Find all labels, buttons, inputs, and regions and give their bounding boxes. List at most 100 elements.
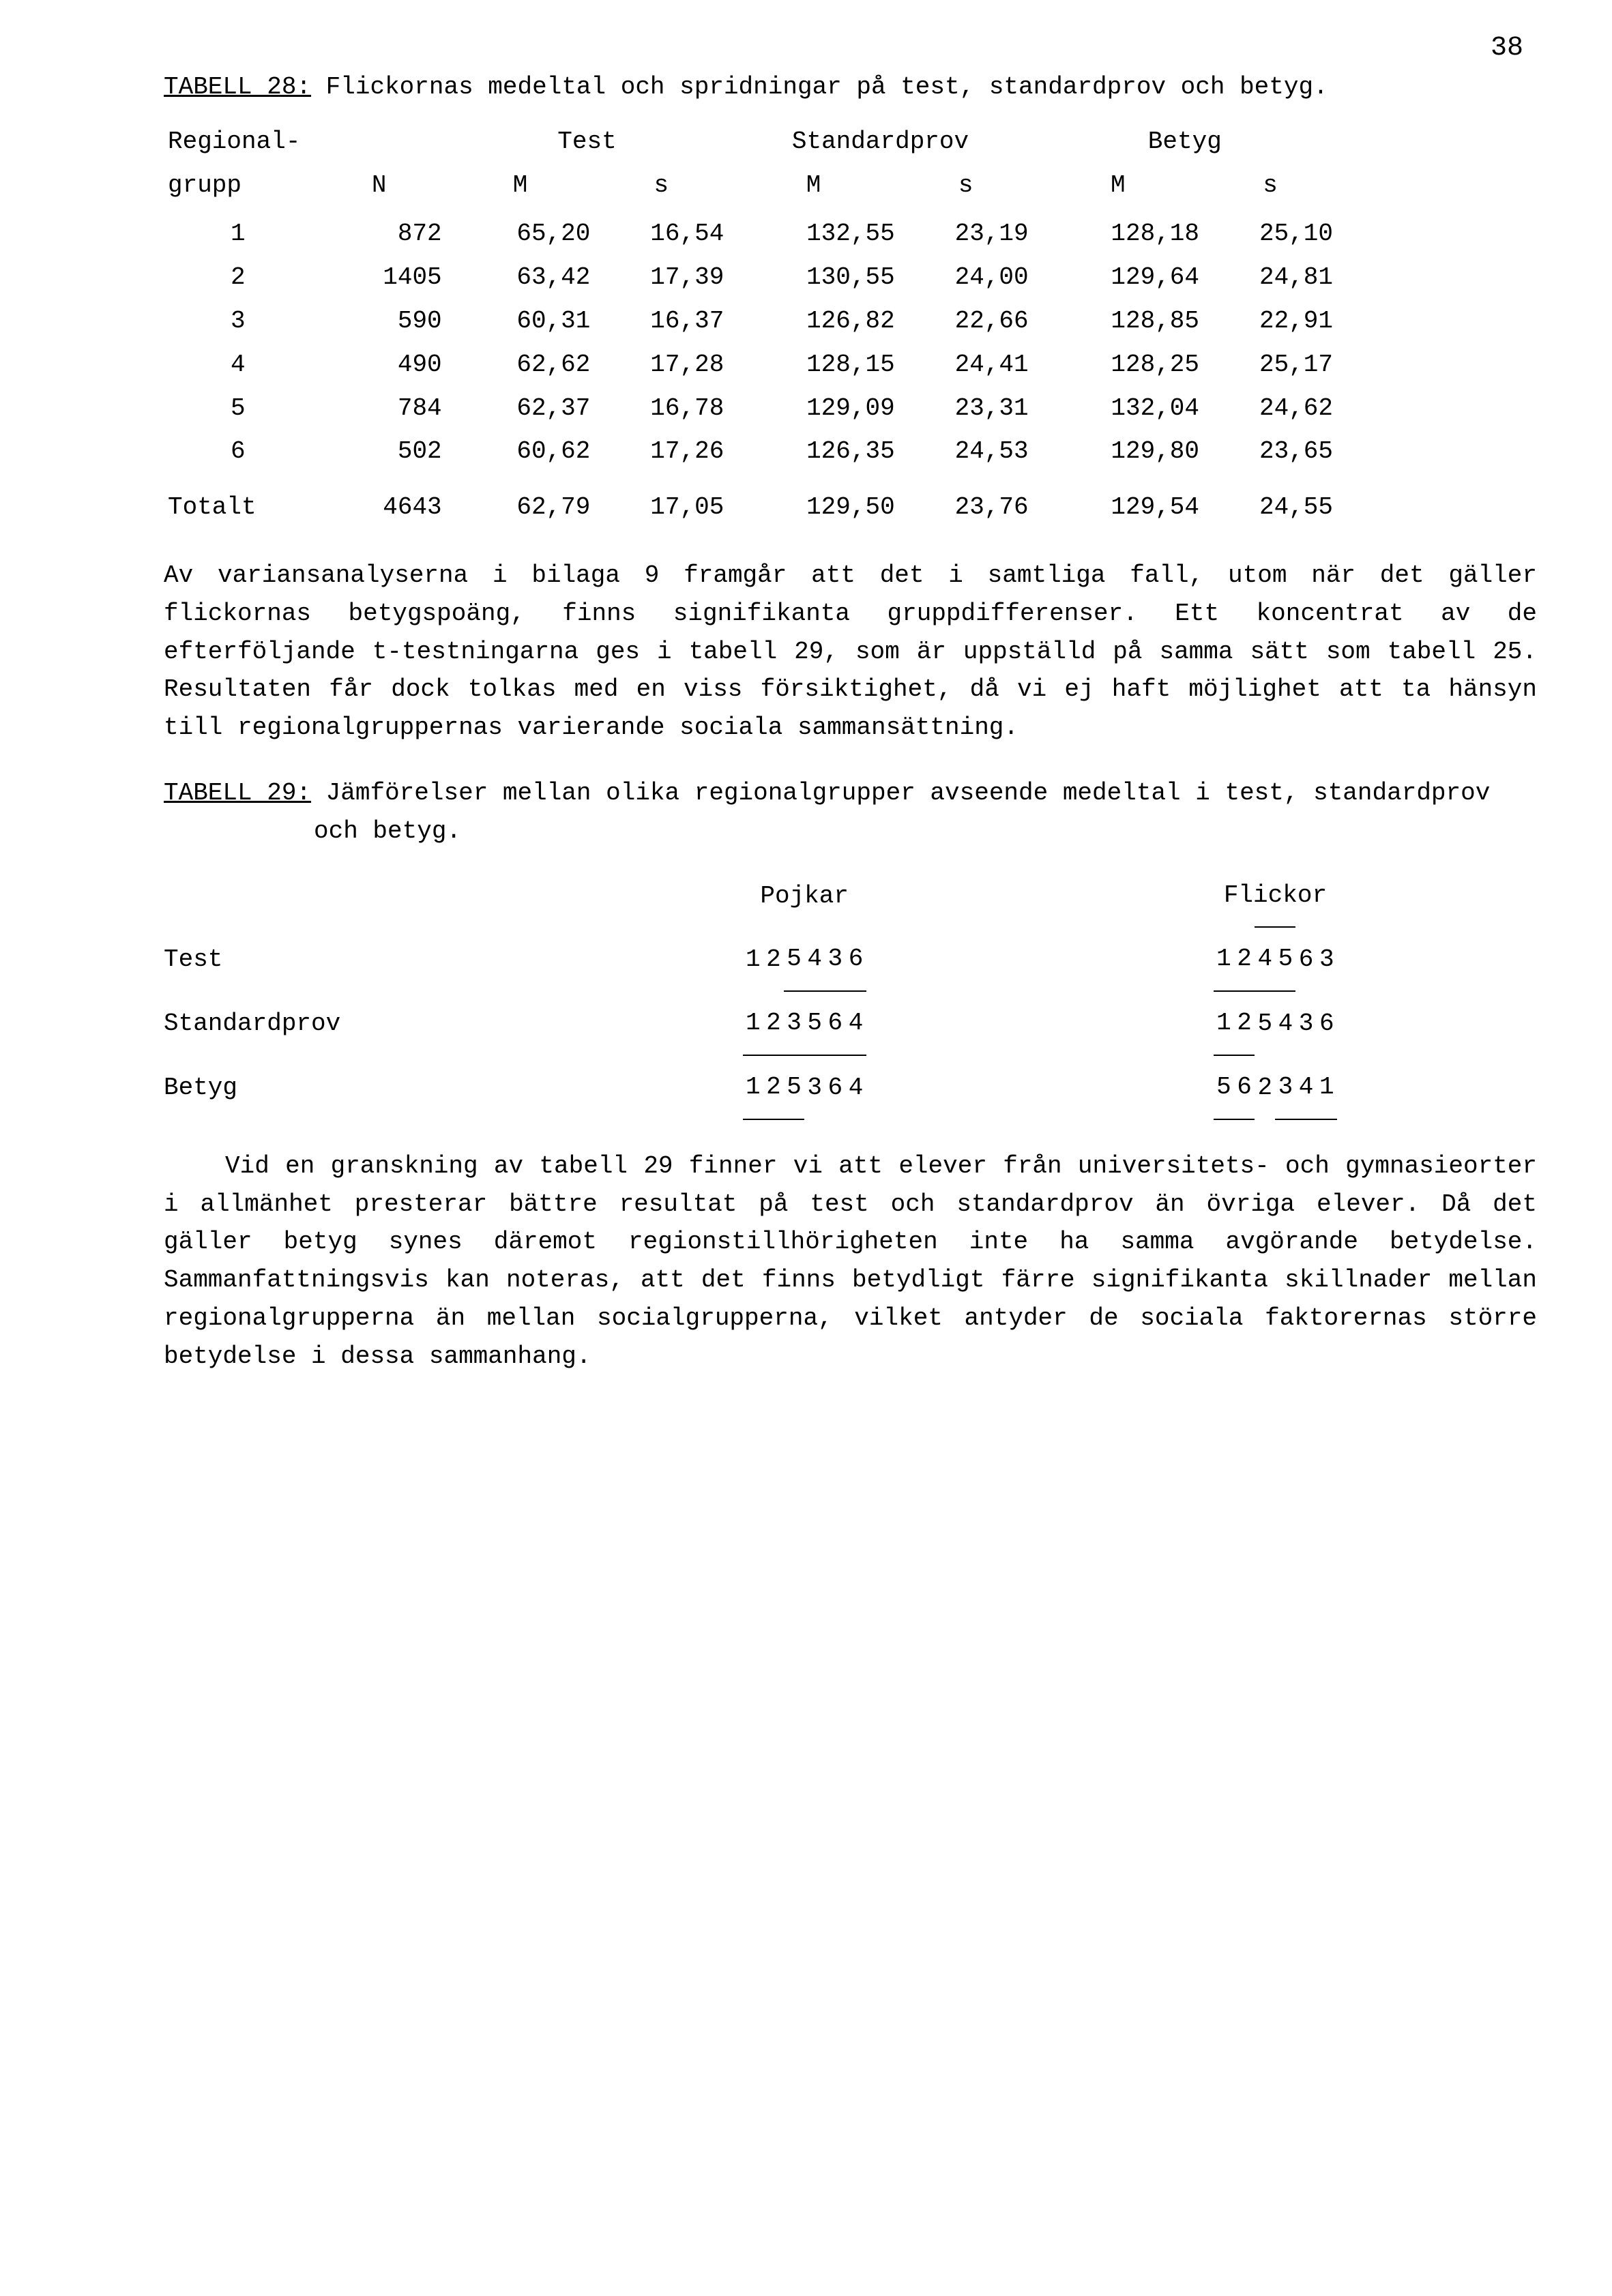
table28-cell: 3 <box>164 299 312 343</box>
table28-col-betyg: Betyg <box>1033 120 1337 164</box>
table28-cell: 784 <box>312 387 446 430</box>
total-ts: 17,05 <box>594 473 728 529</box>
table29-cell: 5 <box>784 927 804 991</box>
table28-cell: 5 <box>164 387 312 430</box>
table28-cell: 4 <box>164 343 312 387</box>
table28-cell: 24,53 <box>899 430 1033 473</box>
table28-cell: 23,31 <box>899 387 1033 430</box>
table29-cell: 5 <box>1255 991 1275 1055</box>
table29-cell: 2 <box>763 1055 784 1119</box>
table29-cell: 3 <box>804 1055 825 1119</box>
table28-cell: 128,18 <box>1033 212 1203 256</box>
table28-sub-header: grupp N M s M s M s <box>164 164 1337 213</box>
table28-rowhdr1: Regional- <box>164 120 312 164</box>
table29-heading: TABELL 29: Jämförelser mellan olika regi… <box>164 774 1537 851</box>
table28-cell: 128,25 <box>1033 343 1203 387</box>
total-bm: 129,54 <box>1033 473 1203 529</box>
table28-cell: 16,78 <box>594 387 728 430</box>
table28-cell: 24,41 <box>899 343 1033 387</box>
table28-cell: 17,39 <box>594 256 728 299</box>
table28-cell: 62,62 <box>446 343 595 387</box>
table29-cell: 1 <box>1214 927 1234 991</box>
table29-row: Standardprov123564125436 <box>164 991 1337 1055</box>
table29-cell: 5 <box>804 991 825 1055</box>
table28-title: Flickornas medeltal och spridningar på t… <box>326 73 1328 101</box>
table29-cell: 4 <box>1275 991 1295 1055</box>
table28-row: 359060,3116,37126,8222,66128,8522,91 <box>164 299 1337 343</box>
table28-cell: 60,31 <box>446 299 595 343</box>
table29-cell: 4 <box>1255 927 1275 991</box>
table28-cell: 590 <box>312 299 446 343</box>
table28-cell: 502 <box>312 430 446 473</box>
table29-cell: 6 <box>1317 991 1337 1055</box>
table28-cell: 129,80 <box>1033 430 1203 473</box>
table29-cell: 3 <box>1275 1055 1295 1119</box>
table28-row: 2140563,4217,39130,5524,00129,6424,81 <box>164 256 1337 299</box>
table28-cell: 25,10 <box>1203 212 1337 256</box>
table29-cell: 5 <box>784 1055 804 1119</box>
table29-row-label: Betyg <box>164 1055 743 1119</box>
table29-cell: 4 <box>804 927 825 991</box>
table28-label: TABELL 28: <box>164 73 311 101</box>
table28-cell: 23,65 <box>1203 430 1337 473</box>
table29-cell: 3 <box>784 991 804 1055</box>
th-ss: s <box>899 164 1033 213</box>
page-number: 38 <box>1491 27 1523 70</box>
table28-cell: 1405 <box>312 256 446 299</box>
table28-cell: 16,54 <box>594 212 728 256</box>
table29-cell: 1 <box>1317 1055 1337 1119</box>
table28-cell: 17,28 <box>594 343 728 387</box>
table29-row: Test125436124563 <box>164 927 1337 991</box>
th-bm: M <box>1033 164 1203 213</box>
table29-cell: 4 <box>845 991 866 1055</box>
table28-cell: 24,81 <box>1203 256 1337 299</box>
table28-row: 449062,6217,28128,1524,41128,2525,17 <box>164 343 1337 387</box>
table29-cell: 2 <box>1234 991 1255 1055</box>
table28-col-stand: Standardprov <box>728 120 1032 164</box>
table29-cell: 2 <box>763 927 784 991</box>
table29-cell: 6 <box>1295 927 1316 991</box>
table28-rowhdr2: grupp <box>164 164 312 213</box>
table29-cell: 1 <box>743 991 763 1055</box>
table28-cell: 62,37 <box>446 387 595 430</box>
table28-cell: 23,19 <box>899 212 1033 256</box>
table28-cell: 126,82 <box>728 299 898 343</box>
table28-cell: 6 <box>164 430 312 473</box>
table28-cell: 1 <box>164 212 312 256</box>
paragraph-2: Vid en granskning av tabell 29 finner vi… <box>164 1147 1537 1376</box>
table29-label: TABELL 29: <box>164 779 311 807</box>
table28-cell: 65,20 <box>446 212 595 256</box>
total-sm: 129,50 <box>728 473 898 529</box>
table28-cell: 25,17 <box>1203 343 1337 387</box>
table28-col-test: Test <box>446 120 729 164</box>
table29-cell: 6 <box>825 1055 845 1119</box>
table29-row-label: Test <box>164 927 743 991</box>
total-n: 4643 <box>312 473 446 529</box>
th-sm: M <box>728 164 898 213</box>
table28: Regional- Test Standardprov Betyg grupp … <box>164 120 1337 529</box>
table28-row: 578462,3716,78129,0923,31132,0424,62 <box>164 387 1337 430</box>
th-n: N <box>312 164 446 213</box>
table28-cell: 60,62 <box>446 430 595 473</box>
table29-cell: 6 <box>845 927 866 991</box>
table29-cell: 4 <box>845 1055 866 1119</box>
table28-row: 187265,2016,54132,5523,19128,1825,10 <box>164 212 1337 256</box>
table29-title: Jämförelser mellan olika regionalgrupper… <box>314 779 1490 845</box>
table29-cell: 6 <box>1234 1055 1255 1119</box>
table28-row: 650260,6217,26126,3524,53129,8023,65 <box>164 430 1337 473</box>
table28-cell: 24,00 <box>899 256 1033 299</box>
table28-cell: 2 <box>164 256 312 299</box>
table28-cell: 63,42 <box>446 256 595 299</box>
table28-cell: 22,66 <box>899 299 1033 343</box>
table29-row-label: Standardprov <box>164 991 743 1055</box>
table29-group-header: Pojkar Flickor <box>164 864 1337 928</box>
total-tm: 62,79 <box>446 473 595 529</box>
t29-pojkar-label: Pojkar <box>743 864 866 928</box>
table28-cell: 872 <box>312 212 446 256</box>
table28-heading: TABELL 28: Flickornas medeltal och sprid… <box>164 68 1537 106</box>
table29-cell: 5 <box>1214 1055 1234 1119</box>
table28-total-row: Totalt 4643 62,79 17,05 129,50 23,76 129… <box>164 473 1337 529</box>
th-tm: M <box>446 164 595 213</box>
table29-cell: 1 <box>743 1055 763 1119</box>
table29-cell: 2 <box>763 991 784 1055</box>
